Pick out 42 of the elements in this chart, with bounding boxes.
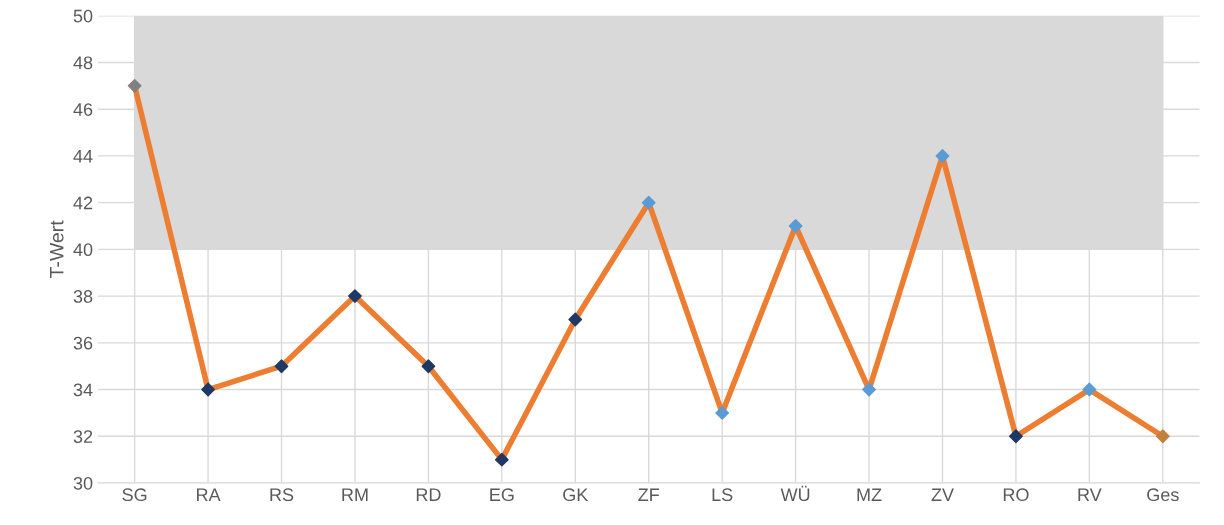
point — [862, 382, 876, 397]
point — [494, 452, 509, 467]
x-tick-label: RO — [1003, 488, 1029, 502]
y-tick-label: 32 — [73, 430, 93, 443]
x-tick-label: RA — [197, 488, 221, 501]
y-tick-label: 36 — [73, 336, 93, 350]
point — [1082, 382, 1097, 397]
y-tick-label: 42 — [73, 196, 93, 210]
y-tick-label: 44 — [73, 150, 93, 163]
y-tick-label: 40 — [73, 243, 93, 257]
x-tick-label: Ges — [1147, 488, 1179, 502]
x-tick-label: MZ — [857, 488, 882, 501]
y-axis-title: T-Wert — [50, 220, 64, 278]
point — [274, 359, 289, 374]
point — [201, 382, 215, 397]
y-tick-label: 30 — [73, 476, 93, 490]
x-tick-label: WÜ — [780, 485, 810, 502]
y-tick-label: 48 — [73, 56, 93, 70]
point — [1009, 429, 1023, 444]
y-tick-label: 34 — [73, 383, 93, 397]
point — [348, 289, 362, 304]
x-tick-label: GK — [563, 488, 589, 502]
point — [641, 195, 656, 210]
point — [788, 219, 803, 233]
point — [715, 406, 730, 420]
y-tick-label: 50 — [73, 9, 93, 23]
x-tick-label: ZV — [931, 488, 954, 501]
x-tick-label: RS — [270, 488, 294, 502]
point — [127, 78, 142, 93]
point — [421, 359, 436, 374]
y-tick-label: 46 — [73, 103, 93, 116]
point — [1155, 429, 1170, 444]
x-tick-label: EG — [490, 488, 514, 502]
x-tick-label: ZF — [638, 488, 660, 501]
x-tick-label: RV — [1078, 488, 1102, 501]
x-tick-label: SG — [122, 488, 147, 502]
x-tick-label: RM — [342, 488, 368, 501]
point — [935, 149, 950, 163]
point — [568, 312, 583, 327]
x-tick-label: LS — [712, 488, 733, 502]
x-tick-label: RD — [416, 488, 441, 501]
y-tick-label: 38 — [73, 290, 93, 303]
